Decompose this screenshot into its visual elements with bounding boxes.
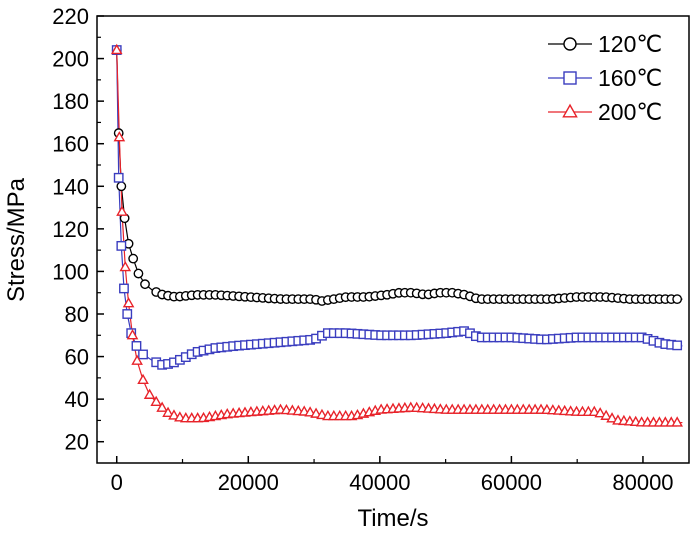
series-3-point: [606, 412, 618, 423]
x-tick-label: 20000: [218, 470, 279, 495]
series-3-point: [594, 407, 607, 418]
y-tick-label: 100: [52, 259, 89, 284]
x-axis-ticks: 0 20000 40000 60000 80000: [111, 456, 674, 495]
series-2-point: [119, 283, 129, 294]
series-1-point: [116, 181, 127, 192]
series-3-point: [588, 405, 601, 416]
plot-frame: [96, 15, 690, 464]
legend: 120℃ 160℃ 200℃: [548, 31, 662, 125]
series-markers-3: [110, 43, 683, 427]
x-axis-title: Time/s: [357, 505, 428, 532]
series-3-point: [119, 260, 132, 272]
y-tick-label: 140: [52, 174, 89, 199]
series-3-point: [304, 406, 316, 417]
y-tick-label: 180: [52, 89, 89, 114]
y-tick-label: 220: [52, 4, 89, 29]
legend-label: 200℃: [598, 99, 662, 125]
series-2-point: [122, 309, 133, 319]
series-3-point: [156, 401, 168, 412]
series-1-point: [140, 279, 150, 290]
x-tick-label: 40000: [349, 470, 410, 495]
series-3-point: [162, 406, 174, 417]
series-2-point: [113, 172, 124, 183]
legend-marker: [562, 103, 578, 118]
series-3-point: [126, 329, 139, 340]
legend-label: 160℃: [598, 65, 662, 91]
legend-marker: [563, 37, 577, 51]
y-tick-label: 160: [52, 132, 89, 157]
series-3-point: [116, 205, 128, 216]
series-3-point: [110, 43, 123, 55]
series-2-point: [131, 341, 142, 351]
series-3-point: [113, 131, 126, 142]
series-line-2: [116, 50, 683, 366]
series-3-point: [168, 409, 180, 420]
series-3-point: [143, 388, 156, 399]
legend-label: 120℃: [598, 31, 662, 57]
series-3-point: [310, 407, 322, 418]
legend-item-1: 120℃: [548, 31, 662, 57]
y-tick-label: 40: [65, 387, 89, 412]
series-2-point: [116, 240, 127, 251]
x-tick-label: 60000: [481, 470, 542, 495]
legend-marker: [563, 71, 577, 85]
y-axis-title: Stress/MPa: [3, 177, 30, 302]
y-tick-label: 80: [65, 302, 89, 327]
series-3-point: [600, 409, 612, 420]
y-tick-label: 20: [65, 430, 89, 455]
y-tick-label: 120: [52, 217, 89, 242]
x-tick-label: 0: [111, 470, 123, 495]
series-1-point: [133, 268, 144, 279]
y-axis-ticks: 20 40 60 80 100 120 140 160 180 200 220: [52, 4, 104, 455]
y-tick-label: 200: [52, 47, 89, 72]
series-3-point: [122, 297, 135, 308]
series-1-point: [128, 253, 139, 264]
plot-markers: [110, 43, 683, 427]
series-3-point: [150, 395, 163, 407]
series-markers-2: [111, 45, 683, 370]
series-1-point: [672, 294, 683, 304]
series-3-point: [671, 416, 683, 427]
series-markers-1: [111, 45, 683, 306]
series-3-point: [137, 373, 149, 385]
legend-item-3: 200℃: [548, 99, 662, 125]
series-3-point: [131, 354, 143, 365]
x-tick-label: 80000: [612, 470, 673, 495]
legend-item-2: 160℃: [548, 65, 662, 91]
series-2-point: [672, 340, 683, 351]
series-2-point: [138, 349, 148, 360]
y-tick-label: 60: [65, 345, 89, 370]
